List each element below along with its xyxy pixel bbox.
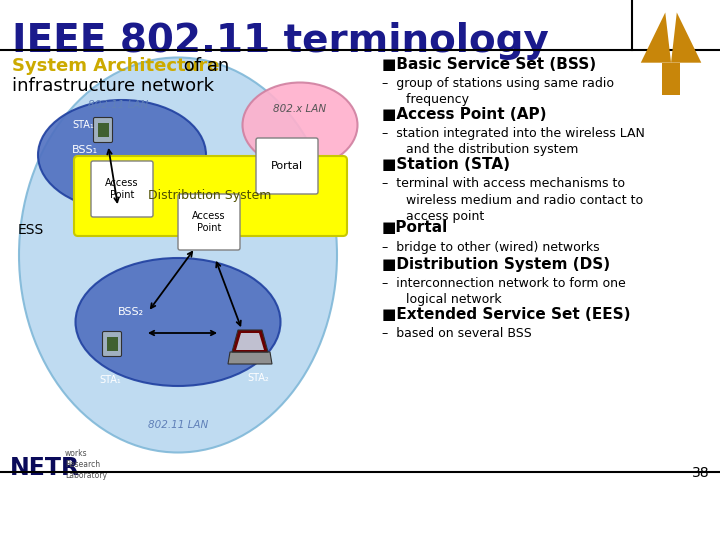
Text: Access
Point: Access Point [105,178,139,200]
Text: 38: 38 [693,466,710,480]
Text: –  bridge to other (wired) networks: – bridge to other (wired) networks [382,240,600,253]
FancyBboxPatch shape [178,194,240,250]
Text: 802.x LAN: 802.x LAN [274,104,327,114]
Text: ■Extended Service Set (EES): ■Extended Service Set (EES) [382,307,631,322]
FancyBboxPatch shape [91,161,153,217]
Text: ■Distribution System (DS): ■Distribution System (DS) [382,257,610,272]
Polygon shape [228,352,272,364]
Text: –  interconnection network to form one
      logical network: – interconnection network to form one lo… [382,277,626,307]
Text: NETR: NETR [10,456,80,480]
Ellipse shape [19,57,337,453]
Text: 802.11 LAN: 802.11 LAN [88,100,148,110]
FancyBboxPatch shape [97,123,109,137]
Text: 802.11 LAN: 802.11 LAN [148,420,208,430]
Text: STA₁: STA₁ [72,120,94,130]
Text: –  station integrated into the wireless LAN
      and the distribution system: – station integrated into the wireless L… [382,127,645,157]
Polygon shape [641,12,671,63]
Ellipse shape [38,100,206,210]
Text: of an: of an [178,57,229,75]
Polygon shape [236,333,264,350]
Text: ■Basic Service Set (BSS): ■Basic Service Set (BSS) [382,57,596,72]
Text: infrastructure network: infrastructure network [12,77,214,95]
Text: Distribution System: Distribution System [148,190,271,202]
Text: –  group of stations using same radio
      frequency: – group of stations using same radio fre… [382,77,614,106]
FancyBboxPatch shape [256,138,318,194]
Text: –  based on several BSS: – based on several BSS [382,327,532,340]
Text: ■Station (STA): ■Station (STA) [382,157,510,172]
Text: Portal: Portal [271,161,303,171]
Text: IEEE 802.11 terminology: IEEE 802.11 terminology [12,22,549,60]
FancyBboxPatch shape [107,337,117,351]
Text: BSS₂: BSS₂ [118,307,144,317]
Text: ESS: ESS [18,223,44,237]
Text: ■Access Point (AP): ■Access Point (AP) [382,107,546,122]
Text: STA₁: STA₁ [99,375,121,385]
Polygon shape [662,63,680,94]
FancyBboxPatch shape [102,332,122,356]
Text: STA₂: STA₂ [247,373,269,383]
Text: works
Research
Laboratory: works Research Laboratory [65,449,107,480]
Ellipse shape [243,83,358,167]
FancyBboxPatch shape [94,118,112,143]
Text: ■Portal: ■Portal [382,220,449,235]
Polygon shape [232,330,268,352]
Ellipse shape [76,258,281,386]
Text: Access
Point: Access Point [192,211,226,233]
FancyBboxPatch shape [74,156,347,236]
Text: System Architecture: System Architecture [12,57,220,75]
Text: –  terminal with access mechanisms to
      wireless medium and radio contact to: – terminal with access mechanisms to wir… [382,177,643,223]
Text: BSS₁: BSS₁ [72,145,98,155]
Polygon shape [671,12,701,63]
